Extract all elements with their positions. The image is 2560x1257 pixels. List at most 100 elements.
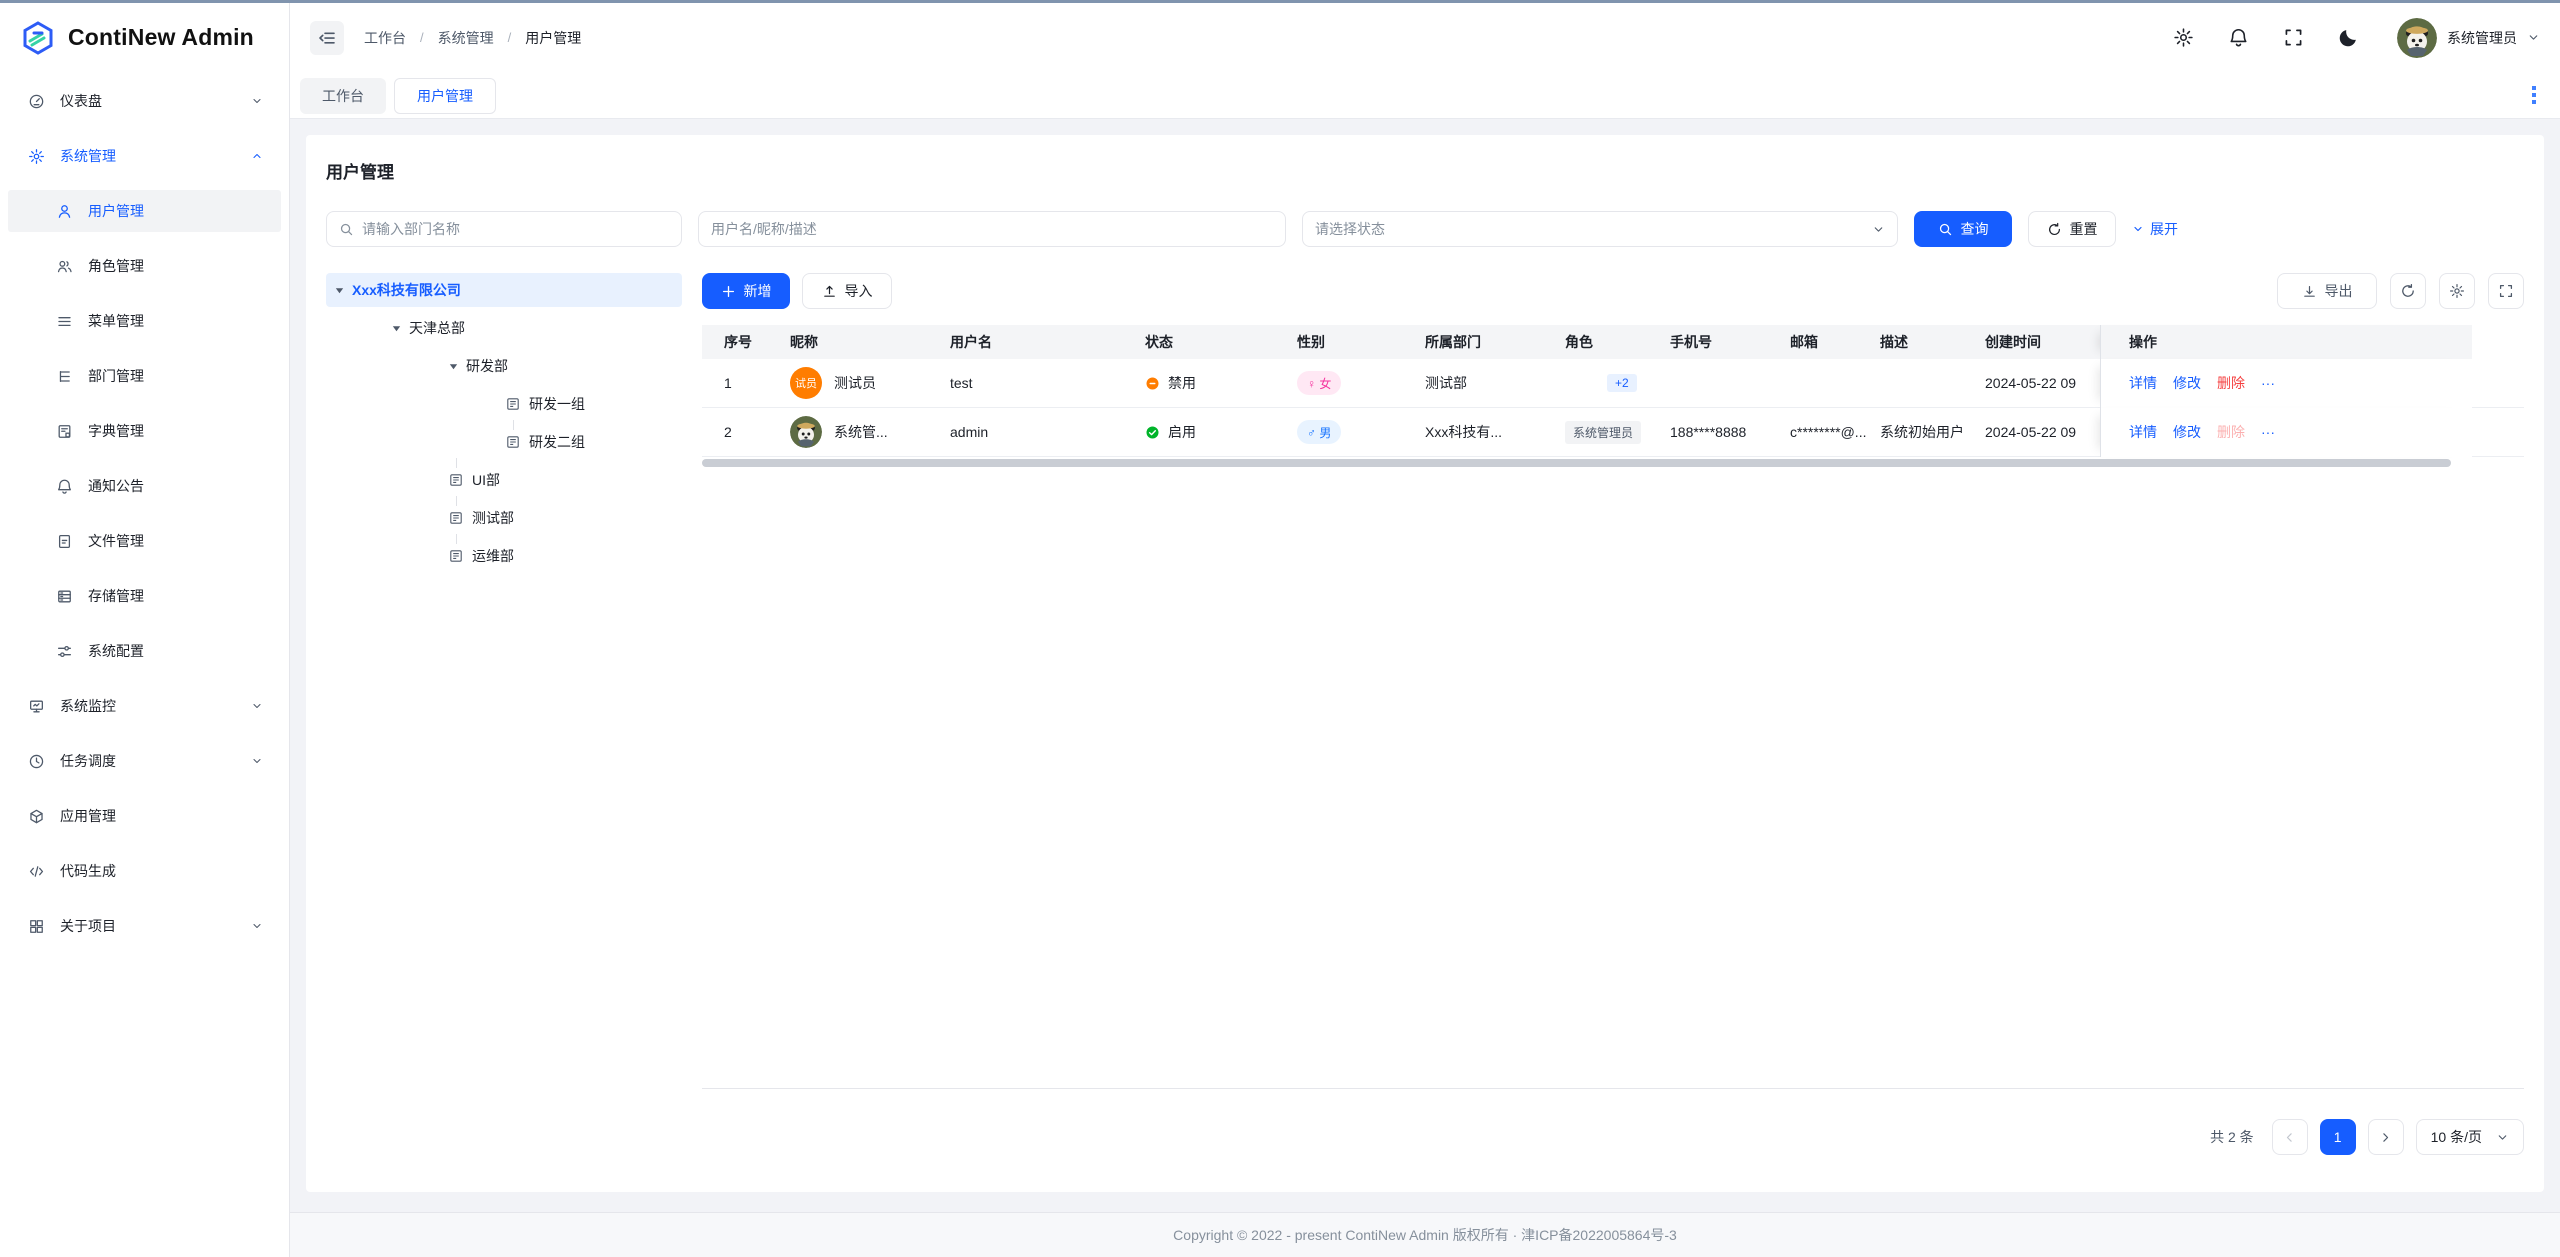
chevron-down-icon [251, 755, 263, 767]
user-search-input[interactable] [711, 221, 1273, 237]
tree-node-ops-dept[interactable]: 运维部 [326, 534, 682, 573]
query-button[interactable]: 查询 [1914, 211, 2012, 247]
bell-icon[interactable] [2228, 27, 2249, 48]
sidebar-item-role-management[interactable]: 角色管理 [8, 245, 281, 287]
more-actions-link[interactable]: ··· [2261, 375, 2275, 391]
more-actions-link[interactable]: ··· [2261, 424, 2275, 440]
fullscreen-icon[interactable] [2283, 27, 2304, 48]
tree-node-label: 测试部 [472, 510, 514, 526]
tree-node-label: Xxx科技有限公司 [352, 282, 461, 298]
sidebar-nav: 仪表盘 系统管理 用户管理 角色管理 [0, 72, 289, 960]
status-select[interactable]: 请选择状态 [1302, 211, 1898, 247]
user-table-zone: 新增 导入 导出 [702, 273, 2524, 1089]
tree-node-tianjin-hq[interactable]: 天津总部 [326, 311, 682, 345]
sidebar-item-task-schedule[interactable]: 任务调度 [8, 740, 281, 782]
caret-down-icon[interactable] [391, 323, 409, 334]
sidebar-item-app-management[interactable]: 应用管理 [8, 795, 281, 837]
column-settings-button[interactable] [2439, 273, 2475, 309]
org-node-icon [448, 510, 464, 526]
expand-filters-link[interactable]: 展开 [2132, 219, 2178, 239]
delete-link[interactable]: 删除 [2217, 375, 2245, 391]
table-fullscreen-button[interactable] [2488, 273, 2524, 309]
col-role: 角色 [1565, 325, 1670, 359]
dict-icon [56, 423, 73, 440]
sidebar-item-about-project[interactable]: 关于项目 [8, 905, 281, 947]
edit-link[interactable]: 修改 [2173, 375, 2201, 391]
cell-username: admin [950, 424, 989, 440]
detail-link[interactable]: 详情 [2129, 375, 2157, 391]
tree-node-rd-group2[interactable]: 研发二组 [326, 420, 682, 459]
user-table: 序号 昵称 用户名 状态 性别 所属部门 角色 手机号 邮箱 描述 [702, 325, 2524, 1089]
add-button[interactable]: 新增 [702, 273, 790, 309]
settings-icon[interactable] [2173, 27, 2194, 48]
horizontal-scrollbar[interactable] [702, 457, 2524, 469]
sidebar-item-dict-management[interactable]: 字典管理 [8, 410, 281, 452]
caret-down-icon[interactable] [448, 361, 466, 372]
tree-node-test-dept[interactable]: 测试部 [326, 496, 682, 535]
cell-nickname: 试员 测试员 [790, 367, 950, 399]
sidebar-item-dept-management[interactable]: 部门管理 [8, 355, 281, 397]
dept-search-input[interactable] [362, 221, 669, 237]
sidebar: ContiNew Admin 仪表盘 系统管理 用户管理 [0, 3, 290, 1257]
status-disabled-icon [1146, 377, 1159, 389]
add-button-label: 新增 [743, 283, 772, 299]
tab-user-management[interactable]: 用户管理 [394, 78, 496, 114]
tab-more-menu-icon[interactable] [2532, 86, 2536, 104]
gear-icon [28, 148, 45, 165]
page-content: 用户管理 请选择状态 [290, 119, 2560, 1212]
table-toolbar: 新增 导入 导出 [702, 273, 2524, 309]
caret-down-icon[interactable] [334, 285, 352, 296]
export-button[interactable]: 导出 [2277, 273, 2377, 309]
tree-icon [56, 368, 73, 385]
sidebar-item-dashboard[interactable]: 仪表盘 [8, 80, 281, 122]
user-icon [56, 203, 73, 220]
prev-page-button[interactable] [2271, 1119, 2308, 1155]
tree-node-ui-dept[interactable]: UI部 [326, 458, 682, 497]
table-empty-area [702, 469, 2524, 1089]
plus-icon [721, 284, 736, 299]
sidebar-item-code-generation[interactable]: 代码生成 [8, 850, 281, 892]
sidebar-item-notice[interactable]: 通知公告 [8, 465, 281, 507]
sidebar-item-file-management[interactable]: 文件管理 [8, 520, 281, 562]
breadcrumb-item[interactable]: 工作台 [364, 29, 406, 46]
tree-node-rd-group1[interactable]: 研发一组 [326, 387, 682, 421]
next-page-button[interactable] [2367, 1119, 2404, 1155]
col-dept: 所属部门 [1425, 325, 1565, 359]
chevron-down-icon [251, 920, 263, 932]
refresh-button[interactable] [2390, 273, 2426, 309]
menu-fold-icon [319, 31, 335, 44]
fullscreen-icon [2499, 284, 2513, 298]
sidebar-item-user-management[interactable]: 用户管理 [8, 190, 281, 232]
tree-node-company[interactable]: Xxx科技有限公司 [326, 273, 682, 307]
breadcrumb-item[interactable]: 系统管理 [437, 29, 494, 46]
cell-role: 系统管理员 [1565, 420, 1670, 444]
sidebar-item-system-config[interactable]: 系统配置 [8, 630, 281, 672]
import-button[interactable]: 导入 [802, 273, 892, 309]
sidebar-item-label: 代码生成 [60, 863, 116, 879]
list-icon [56, 313, 73, 330]
edit-link[interactable]: 修改 [2173, 424, 2201, 440]
user-menu[interactable]: 系统管理员 [2397, 17, 2540, 58]
cell-gender: ♂ 男 [1297, 420, 1425, 444]
page-size-select[interactable]: 10 条/页 [2415, 1119, 2524, 1155]
sidebar-item-label: 系统管理 [60, 148, 116, 164]
tree-node-label: 天津总部 [409, 320, 465, 336]
reset-button[interactable]: 重置 [2028, 211, 2116, 247]
page-1-button[interactable]: 1 [2319, 1119, 2356, 1155]
cell-status: 启用 [1145, 422, 1297, 442]
breadcrumb-separator: / [507, 30, 512, 45]
sidebar-item-menu-management[interactable]: 菜单管理 [8, 300, 281, 342]
sidebar-item-storage-management[interactable]: 存储管理 [8, 575, 281, 617]
tab-workbench[interactable]: 工作台 [300, 78, 386, 114]
chevron-left-icon [2287, 1132, 2292, 1142]
detail-link[interactable]: 详情 [2129, 424, 2157, 440]
breadcrumb-separator: / [420, 30, 424, 45]
sidebar-collapse-button[interactable] [310, 20, 344, 55]
cell-username: test [950, 375, 973, 391]
moon-icon[interactable] [2338, 27, 2359, 48]
role-count-badge[interactable]: +2 [1607, 374, 1637, 392]
dashboard-icon [28, 93, 45, 110]
sidebar-item-system-management[interactable]: 系统管理 [8, 135, 281, 177]
tree-node-rd-dept[interactable]: 研发部 [326, 349, 682, 383]
sidebar-item-system-monitor[interactable]: 系统监控 [8, 685, 281, 727]
